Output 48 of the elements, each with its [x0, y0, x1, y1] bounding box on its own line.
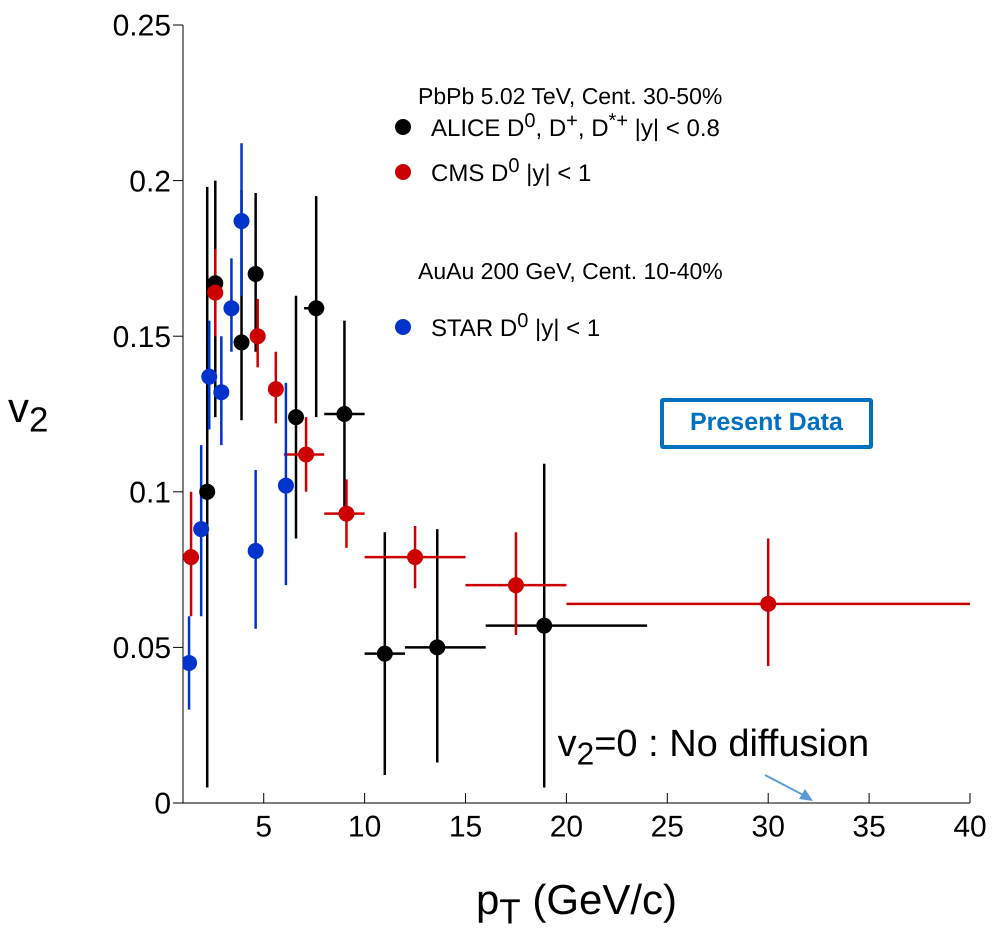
point: [207, 284, 224, 301]
point: [308, 300, 324, 316]
point: [760, 596, 776, 612]
point: [234, 213, 250, 230]
point: [234, 334, 250, 350]
point: [268, 381, 284, 398]
annotation: AuAu 200 GeV, Cent. 10-40%: [418, 258, 723, 285]
annotation: PbPb 5.02 TeV, Cent. 30-50%: [418, 83, 722, 110]
x-tick-label: 35: [852, 810, 886, 844]
point: [183, 549, 200, 566]
x-tick-label: 25: [650, 810, 684, 844]
point: [199, 484, 216, 500]
y-tick-label: 0.15: [112, 320, 171, 354]
point: [338, 506, 354, 522]
point: [278, 478, 294, 494]
x-tick-label: 30: [752, 810, 785, 844]
point: [223, 300, 240, 316]
point: [288, 409, 304, 426]
point: [376, 646, 393, 662]
point: [536, 618, 552, 634]
legend-label: ALICE D$^{0}$, D$^{+}$, D$^{*+}$ |y| < 0.8: [431, 110, 720, 143]
x-tick-label: 40: [953, 810, 987, 844]
x-tick-label: 20: [550, 810, 584, 844]
point: [508, 577, 524, 594]
y-tick-label: 0: [154, 788, 171, 821]
x-tick-label: 15: [448, 810, 482, 844]
point: [213, 384, 230, 400]
legend-label: STAR D$^{0}$ |y| < 1: [431, 310, 600, 343]
y-tick-label: 0.2: [129, 165, 171, 198]
point: [336, 406, 352, 422]
point: [407, 549, 424, 566]
annotation: v$_{2}$=0 : No diffusion: [558, 723, 870, 773]
y-tick-label: 0.05: [112, 632, 171, 666]
text-box: Present Data: [660, 398, 873, 449]
point: [193, 521, 210, 538]
y-axis-title: v$_{2}$: [8, 384, 48, 440]
y-tick-label: 0.1: [129, 476, 171, 510]
point: [248, 266, 264, 282]
x-axis-title: p$_{T}$ (GeV/c): [474, 876, 678, 932]
y-tick-label: 0.25: [112, 10, 171, 43]
x-tick-label: 5: [255, 810, 272, 844]
legend-label: CMS D$^{0}$ |y| < 1: [431, 155, 592, 188]
point: [429, 639, 446, 656]
point: [201, 368, 218, 385]
x-tick-label: 10: [348, 810, 382, 844]
point: [248, 542, 264, 559]
point: [250, 328, 266, 344]
point: [298, 446, 314, 462]
